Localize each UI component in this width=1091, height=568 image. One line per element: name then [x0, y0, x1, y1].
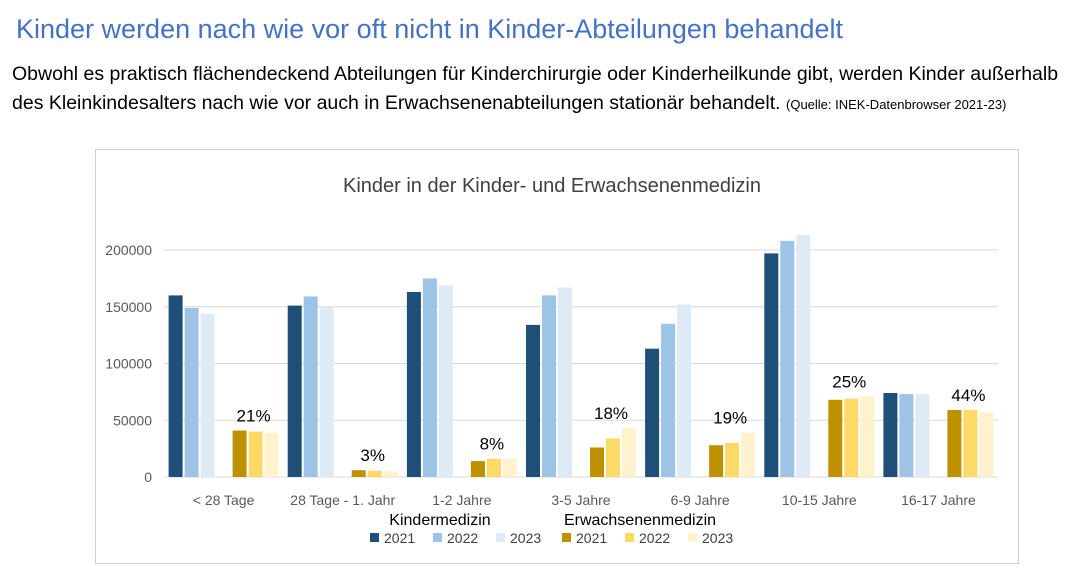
x-tick-label: 3-5 Jahre: [551, 492, 610, 508]
legend-entry: 2022: [447, 530, 478, 546]
bar: [645, 348, 660, 477]
legend-swatch: [562, 533, 571, 542]
source-note: (Quelle: INEK-Datenbrowser 2021-23): [786, 97, 1007, 112]
percent-annotation: 21%: [237, 406, 271, 425]
x-tick-label: < 28 Tage: [193, 492, 255, 508]
bar: [383, 471, 398, 477]
y-axis: 0 50000 100000 150000 200000: [105, 242, 152, 485]
bar: [915, 394, 930, 477]
bar: [526, 324, 540, 477]
bar: [184, 307, 199, 477]
legend-swatch: [433, 533, 442, 542]
bar: [470, 461, 485, 477]
y-tick-label: 50000: [113, 412, 152, 428]
bar: [303, 296, 318, 477]
bar: [947, 410, 962, 477]
bar: [232, 430, 247, 477]
bar: [709, 445, 724, 477]
bar: [287, 305, 302, 477]
chart-title: Kinder in der Kinder- und Erwachsenenmed…: [343, 175, 761, 197]
bar: [963, 410, 978, 477]
y-tick-label: 0: [144, 469, 152, 485]
legend-group-label: Kindermedizin: [389, 512, 490, 529]
bar: [319, 306, 334, 478]
bar: [168, 295, 183, 477]
bar: [796, 235, 811, 477]
bar: [883, 393, 898, 477]
percent-annotation: 3%: [360, 446, 385, 465]
bar: [661, 323, 676, 477]
bar: [622, 428, 636, 477]
bar: [979, 412, 994, 477]
legend-swatch: [688, 533, 697, 542]
bar: [606, 438, 620, 477]
percent-annotation: 44%: [951, 386, 985, 405]
page-headline: Kinder werden nach wie vor oft nicht in …: [16, 14, 844, 44]
bar: [502, 458, 517, 477]
x-tick-label: 10-15 Jahre: [782, 492, 857, 508]
bar: [248, 431, 263, 477]
legend-entry: 2022: [639, 530, 670, 546]
bar: [264, 432, 279, 477]
percent-annotation: 8%: [480, 434, 505, 453]
bar: [351, 470, 366, 477]
percent-annotation: 19%: [713, 409, 747, 428]
bar: [764, 253, 779, 477]
chart-container: Kinder in der Kinder- und Erwachsenenmed…: [95, 149, 1019, 564]
bar: [406, 292, 421, 477]
legend-entry: 2023: [510, 530, 541, 546]
bar: [741, 432, 756, 477]
x-tick-label: 16-17 Jahre: [901, 492, 976, 508]
legend-swatch: [496, 533, 505, 542]
bar: [677, 304, 692, 477]
percent-annotation: 25%: [832, 372, 866, 391]
legend-entry: 2023: [702, 530, 733, 546]
bar: [558, 287, 572, 477]
bar: [780, 240, 795, 477]
bar: [725, 442, 740, 477]
bar: [367, 470, 382, 477]
bar: [590, 447, 604, 477]
gridlines: [164, 249, 998, 478]
y-tick-label: 150000: [105, 299, 152, 315]
legend-entry: 2021: [576, 530, 607, 546]
bar: [899, 394, 914, 477]
x-tick-label: 6-9 Jahre: [671, 492, 730, 508]
bar-chart: Kinder in der Kinder- und Erwachsenenmed…: [105, 175, 998, 546]
bar: [422, 278, 437, 477]
bar: [486, 458, 501, 477]
x-tick-label: 1-2 Jahre: [432, 492, 491, 508]
x-axis: < 28 Tage 28 Tage - 1. Jahr 1-2 Jahre 3-5 J…: [193, 492, 976, 508]
legend-entry: 2021: [384, 530, 415, 546]
intro-text: Obwohl es praktisch flächendeckend Abtei…: [12, 63, 1059, 114]
legend-swatch: [625, 533, 634, 542]
y-tick-label: 100000: [105, 356, 152, 372]
bar: [860, 396, 875, 477]
percent-annotations: 21% 3% 8% 18% 19% 25% 44%: [237, 372, 986, 465]
bars: [168, 235, 994, 478]
y-tick-label: 200000: [105, 242, 152, 258]
x-tick-label: 28 Tage - 1. Jahr: [290, 492, 395, 508]
legend-group-label: Erwachsenenmedizin: [564, 512, 716, 529]
bar: [828, 399, 843, 477]
bar: [200, 313, 215, 477]
percent-annotation: 18%: [594, 404, 628, 423]
bar: [438, 285, 453, 477]
legend-swatch: [370, 533, 379, 542]
bar: [844, 398, 859, 477]
bar: [542, 295, 556, 477]
intro-paragraph: Obwohl es praktisch flächendeckend Abtei…: [12, 60, 1087, 119]
